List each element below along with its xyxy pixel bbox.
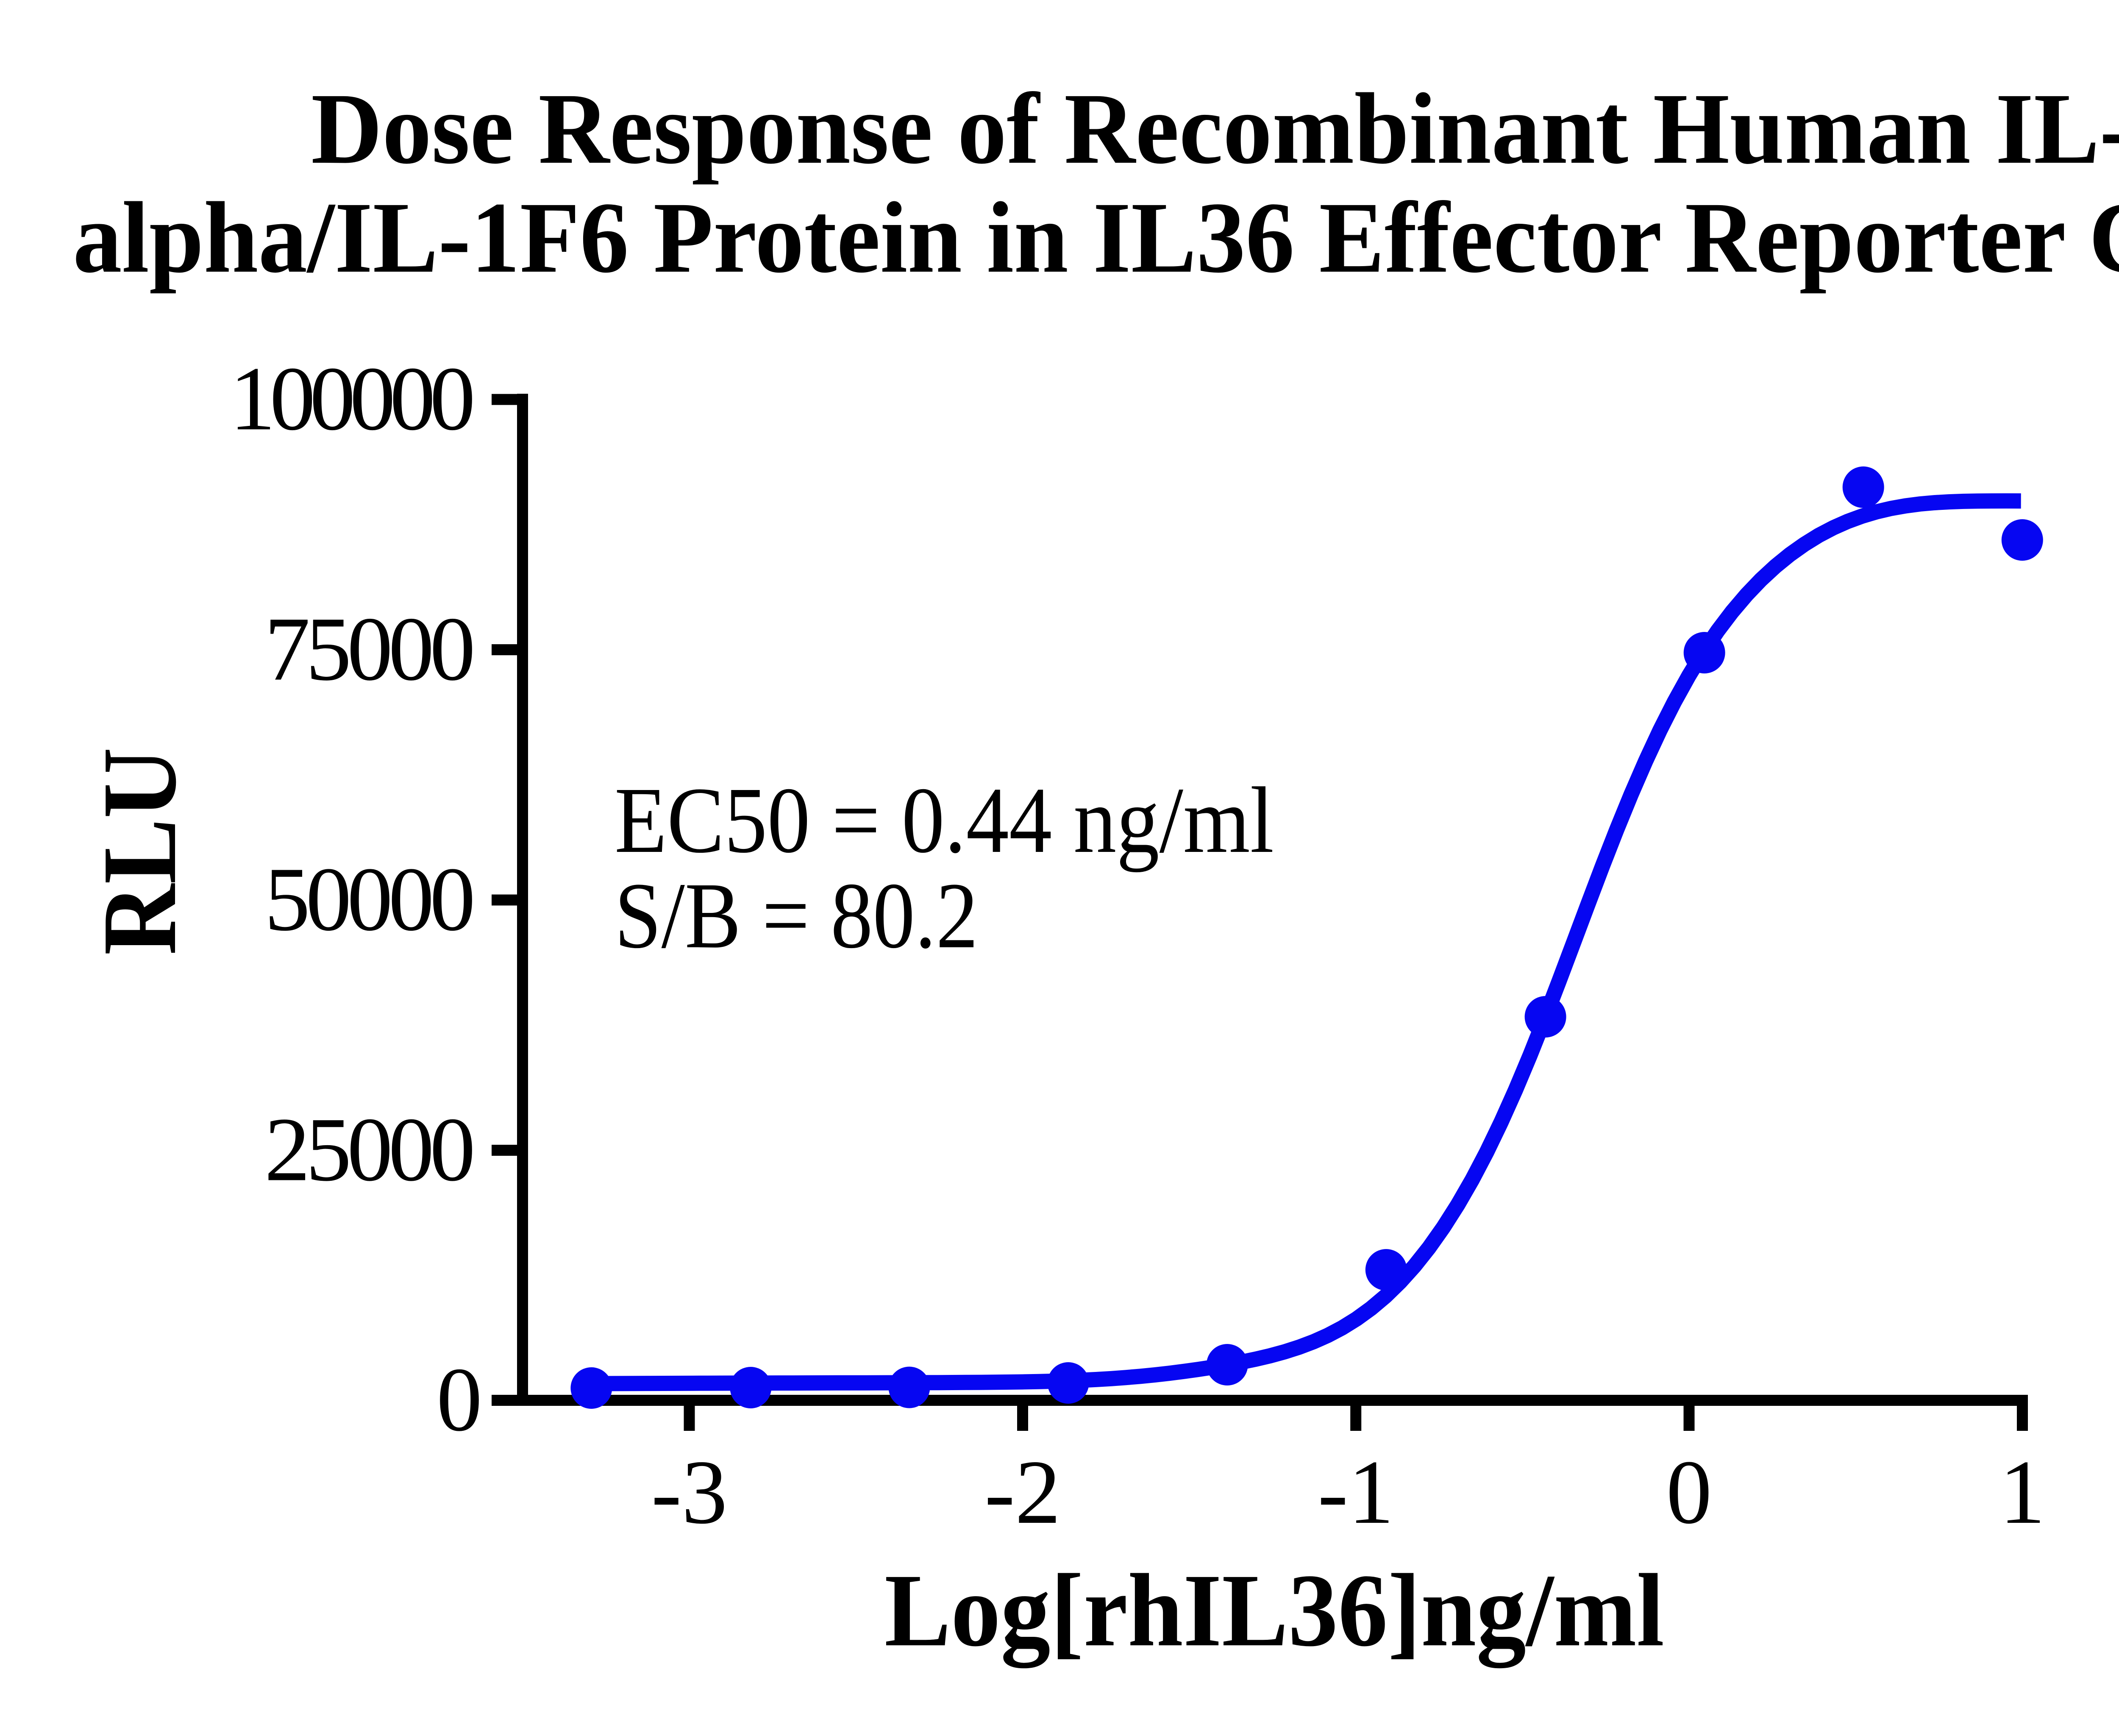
svg-text:75000: 75000	[264, 598, 476, 700]
svg-text:1: 1	[1999, 1441, 2045, 1543]
svg-text:RLU: RLU	[81, 748, 198, 955]
svg-text:Dose Response of Recombinant H: Dose Response of Recombinant Human IL-36	[311, 72, 2119, 185]
svg-text:Log[rhIL36]ng/ml: Log[rhIL36]ng/ml	[884, 1553, 1664, 1668]
svg-text:-1: -1	[1318, 1441, 1394, 1543]
svg-text:-3: -3	[651, 1441, 728, 1543]
svg-text:EC50 = 0.44 ng/ml: EC50 = 0.44 ng/ml	[615, 768, 1274, 873]
svg-text:100000: 100000	[230, 348, 476, 449]
svg-text:25000: 25000	[264, 1099, 476, 1200]
svg-text:0: 0	[437, 1349, 482, 1450]
svg-text:-2: -2	[984, 1441, 1061, 1543]
svg-text:50000: 50000	[264, 849, 476, 950]
svg-text:S/B = 80.2: S/B = 80.2	[615, 863, 978, 968]
svg-text:alpha/IL-1F6 Protein in IL36 E: alpha/IL-1F6 Protein in IL36 Effector Re…	[73, 181, 2119, 294]
svg-text:0: 0	[1666, 1441, 1712, 1543]
